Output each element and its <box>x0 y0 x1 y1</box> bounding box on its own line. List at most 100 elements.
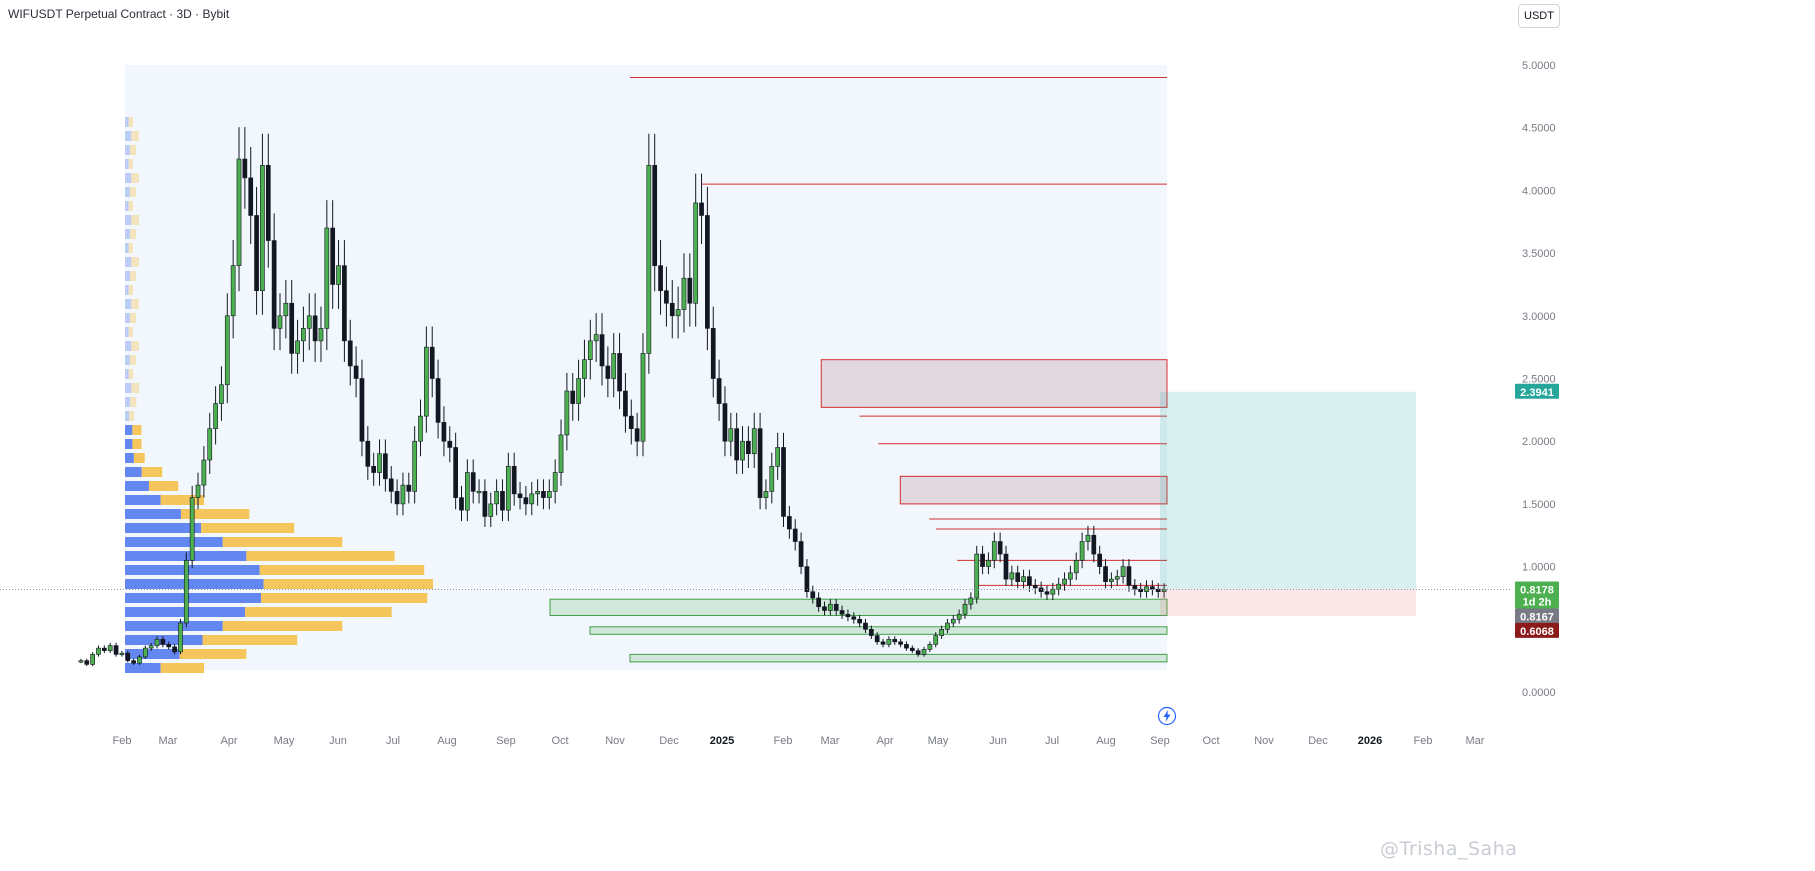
candle-body <box>1085 534 1091 542</box>
candle-body <box>634 428 640 442</box>
candle-body <box>945 622 950 630</box>
candle-body <box>1015 572 1021 582</box>
chart-title: WIFUSDT Perpetual Contract · 3D · Bybit <box>8 7 230 21</box>
profile-bar-blue <box>125 425 133 435</box>
candle-body <box>283 302 289 317</box>
candle-body <box>1062 578 1067 585</box>
profile-bar-orange <box>261 593 428 603</box>
zones <box>549 77 1168 663</box>
candle-body <box>623 390 628 417</box>
time-tick-label: Jul <box>1045 735 1059 747</box>
candle-body <box>424 346 429 417</box>
candle-body <box>125 652 131 661</box>
time-tick-label: Feb <box>774 735 793 747</box>
candle-body <box>775 447 781 467</box>
time-tick-label: Oct <box>1202 735 1219 747</box>
profile-bar-blue <box>125 523 202 533</box>
profile-bar-blue <box>125 327 129 337</box>
candle-body <box>728 428 734 442</box>
profile-bar-orange <box>180 509 250 519</box>
candle-body <box>617 353 622 392</box>
profile-bar-orange <box>201 523 295 533</box>
candle-body <box>523 497 529 505</box>
profile-bar-blue <box>125 453 134 463</box>
profile-bar-blue <box>125 551 247 561</box>
candle-body <box>529 493 535 505</box>
profile-bar-orange <box>259 565 425 575</box>
candle-body <box>640 353 646 442</box>
price-tick-label: 0.0000 <box>1522 687 1556 699</box>
profile-bar-orange <box>129 145 136 155</box>
profile-bar-orange <box>131 131 139 141</box>
candle-body <box>137 656 142 664</box>
candle-body <box>886 639 892 645</box>
lightning-icon[interactable] <box>1157 706 1177 726</box>
profile-bar-blue <box>125 369 129 379</box>
profile-bar-blue <box>125 145 130 155</box>
candle-body <box>107 645 113 651</box>
candle-body <box>277 315 283 329</box>
candle-body <box>142 647 148 658</box>
candle-body <box>353 365 359 379</box>
candle-body <box>628 415 634 429</box>
candle-body <box>172 646 177 653</box>
time-tick-label: Sep <box>496 735 516 747</box>
watermark: @Trisha_Saha <box>1380 838 1518 860</box>
candle-body <box>892 639 898 643</box>
candle-body <box>857 618 862 624</box>
currency-button[interactable]: USDT <box>1518 4 1560 28</box>
candle-body <box>781 447 786 517</box>
candle-body <box>675 309 681 317</box>
candle-body <box>464 472 470 511</box>
profile-bar-orange <box>129 187 136 197</box>
target-zone <box>1160 391 1416 590</box>
profile-bar-blue <box>125 243 129 253</box>
profile-bar-blue <box>125 131 132 141</box>
candle-body <box>1109 578 1114 582</box>
price-tick-label: 3.5000 <box>1522 248 1556 260</box>
time-tick-label: Dec <box>1308 735 1328 747</box>
time-tick-label: Mar <box>159 735 178 747</box>
candle-body <box>927 644 933 650</box>
candle-body <box>652 165 658 266</box>
candle-body <box>950 618 956 624</box>
profile-bar-orange <box>128 159 133 169</box>
candle-body <box>388 478 394 492</box>
profile-bar-blue <box>125 341 132 351</box>
time-tick-label: Mar <box>821 735 840 747</box>
candle-body <box>342 265 347 342</box>
candle-body <box>441 422 447 442</box>
candle-body <box>746 440 751 455</box>
candle-body <box>347 340 353 367</box>
profile-bar-orange <box>179 649 247 659</box>
candle-body <box>1103 566 1108 582</box>
candle-body <box>482 491 488 517</box>
candle-body <box>699 202 704 216</box>
candle-body <box>646 165 652 354</box>
stop-price-tag: 0.6068 <box>1515 622 1559 638</box>
candle-body <box>289 302 295 354</box>
candle-body <box>260 165 265 292</box>
candle-body <box>769 465 775 492</box>
time-tick-label: Apr <box>220 735 237 747</box>
candle-body <box>974 553 980 599</box>
candle-body <box>810 591 816 599</box>
candle-body <box>933 635 939 645</box>
profile-bar-blue <box>125 495 161 505</box>
candle-body <box>236 158 242 266</box>
candle-body <box>599 334 605 367</box>
time-tick-label: Aug <box>437 735 457 747</box>
candle-body <box>365 440 371 467</box>
candle-body <box>874 635 880 643</box>
profile-bar-orange <box>128 285 134 295</box>
profile-bar-blue <box>125 159 129 169</box>
candle-body <box>219 384 224 404</box>
profile-bar-orange <box>128 369 134 379</box>
candle-body <box>1132 585 1138 590</box>
candle-body <box>131 660 136 664</box>
profile-bar-orange <box>222 537 343 547</box>
time-tick-label: Jun <box>329 735 347 747</box>
profile-bar-blue <box>125 187 130 197</box>
profile-bar-blue <box>125 229 130 239</box>
